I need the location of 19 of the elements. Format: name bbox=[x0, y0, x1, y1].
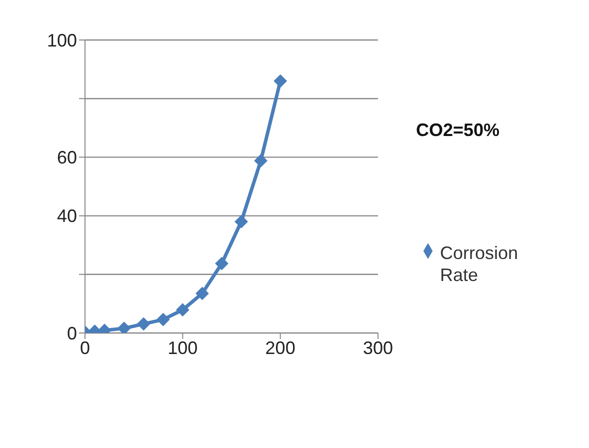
x-tick-label: 100 bbox=[168, 338, 198, 358]
point bbox=[254, 154, 268, 168]
point bbox=[118, 322, 131, 333]
x-tick-label: 200 bbox=[265, 338, 296, 358]
point bbox=[234, 215, 248, 228]
point bbox=[215, 257, 228, 270]
y-tick-label: 0 bbox=[66, 323, 77, 344]
x-tick-label: 300 bbox=[362, 338, 394, 358]
point bbox=[274, 74, 287, 88]
x-tick-label: 0 bbox=[80, 338, 90, 358]
point bbox=[176, 303, 190, 316]
y-tick-label: 40 bbox=[56, 206, 77, 226]
y-tick-label: 100 bbox=[46, 30, 77, 50]
legend-label: Corrosion Rate bbox=[440, 242, 520, 286]
y-tick-label: 60 bbox=[56, 148, 77, 168]
point bbox=[196, 286, 209, 300]
point bbox=[137, 317, 150, 330]
text: CO2=50% bbox=[416, 120, 500, 141]
point bbox=[156, 313, 170, 326]
